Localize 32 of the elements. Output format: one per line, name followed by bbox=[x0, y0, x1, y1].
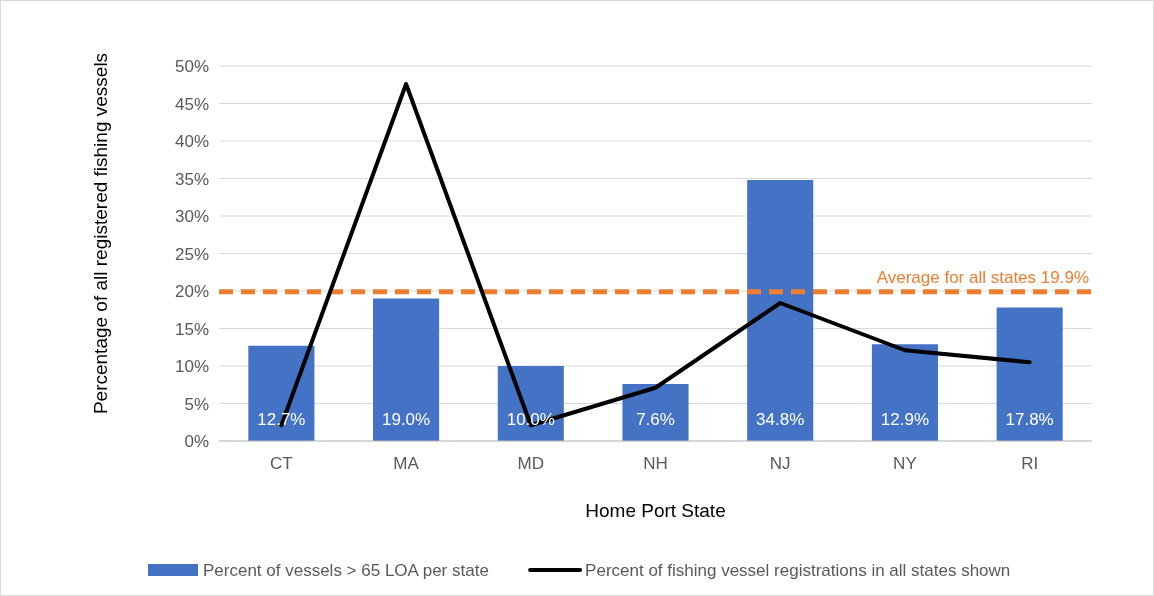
y-tick-label: 0% bbox=[184, 432, 209, 451]
data-label: 12.9% bbox=[880, 410, 930, 429]
data-label: 34.8% bbox=[756, 410, 805, 429]
y-tick-label: 5% bbox=[184, 394, 209, 414]
x-tick-label: NJ bbox=[769, 454, 791, 473]
data-label: 19.0% bbox=[381, 410, 431, 429]
y-tick-label: 30% bbox=[174, 207, 209, 226]
y-tick-label: 25% bbox=[174, 244, 209, 264]
legend-label: Percent of vessels > 65 LOA per state bbox=[203, 561, 489, 580]
bar bbox=[996, 307, 1063, 441]
y-tick-label: 35% bbox=[174, 169, 209, 189]
x-tick-label: MA bbox=[393, 454, 420, 473]
x-tick-label: CT bbox=[270, 454, 293, 473]
x-tick-label: NY bbox=[893, 454, 917, 473]
bar bbox=[747, 180, 814, 441]
y-tick-label: 20% bbox=[174, 282, 209, 301]
y-tick-label: 15% bbox=[174, 319, 209, 339]
x-axis-title: Home Port State bbox=[585, 500, 726, 521]
data-label: 17.8% bbox=[1005, 410, 1054, 429]
y-axis-title: Percentage of all registered fishing vessels bbox=[90, 52, 111, 415]
x-tick-label: MD bbox=[517, 454, 545, 473]
data-label: 7.6% bbox=[636, 410, 675, 429]
legend-label: Percent of fishing vessel registrations in all states shown bbox=[585, 561, 1011, 580]
bar bbox=[373, 298, 440, 441]
y-tick-label: 50% bbox=[174, 57, 209, 76]
x-tick-label: RI bbox=[1021, 454, 1039, 473]
x-tick-label: NH bbox=[643, 454, 668, 473]
y-tick-label: 40% bbox=[174, 132, 209, 151]
ref-line-label: Average for all states 19.9% bbox=[876, 267, 1089, 287]
y-tick-label: 10% bbox=[174, 357, 209, 376]
y-tick-label: 45% bbox=[174, 94, 209, 114]
bar bbox=[871, 344, 938, 441]
